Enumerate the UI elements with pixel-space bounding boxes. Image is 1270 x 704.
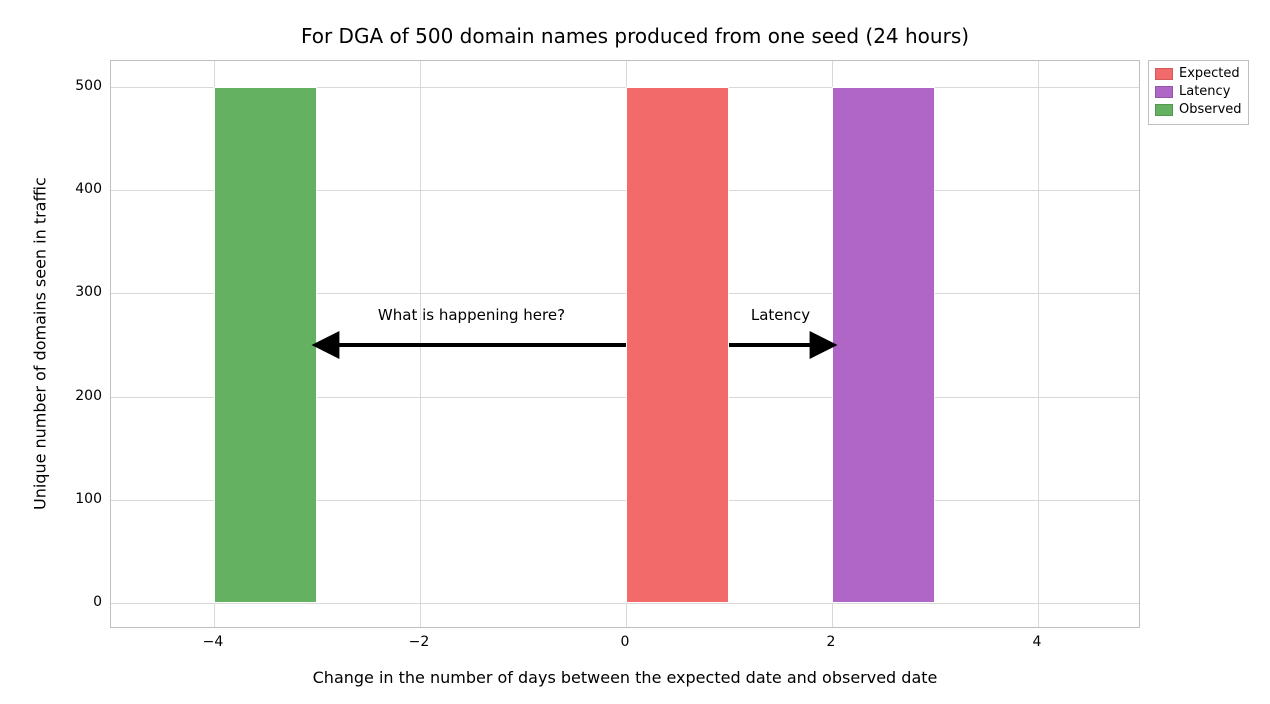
legend-item: Observed xyxy=(1155,101,1242,119)
y-axis-label: Unique number of domains seen in traffic xyxy=(30,60,50,628)
legend-item: Expected xyxy=(1155,65,1242,83)
y-tick-label: 0 xyxy=(52,594,102,610)
legend: ExpectedLatencyObserved xyxy=(1148,60,1249,125)
plot-area: What is happening here?Latency xyxy=(110,60,1140,628)
annotation-text: Latency xyxy=(751,306,810,324)
chart-figure: For DGA of 500 domain names produced fro… xyxy=(0,0,1270,704)
legend-item: Latency xyxy=(1155,83,1242,101)
legend-swatch xyxy=(1155,68,1173,80)
x-tick-label: −4 xyxy=(193,634,233,650)
annotation-arrow xyxy=(111,61,1141,629)
y-tick-label: 200 xyxy=(52,388,102,404)
legend-swatch xyxy=(1155,104,1173,116)
x-tick-label: 2 xyxy=(811,634,851,650)
x-tick-label: 0 xyxy=(605,634,645,650)
x-axis-label: Change in the number of days between the… xyxy=(110,668,1140,687)
legend-label: Latency xyxy=(1179,83,1230,101)
y-tick-label: 300 xyxy=(52,284,102,300)
legend-label: Observed xyxy=(1179,101,1242,119)
y-tick-label: 500 xyxy=(52,78,102,94)
legend-label: Expected xyxy=(1179,65,1240,83)
x-tick-label: 4 xyxy=(1017,634,1057,650)
y-tick-label: 100 xyxy=(52,491,102,507)
y-tick-label: 400 xyxy=(52,181,102,197)
chart-title: For DGA of 500 domain names produced fro… xyxy=(0,24,1270,48)
legend-swatch xyxy=(1155,86,1173,98)
x-tick-label: −2 xyxy=(399,634,439,650)
